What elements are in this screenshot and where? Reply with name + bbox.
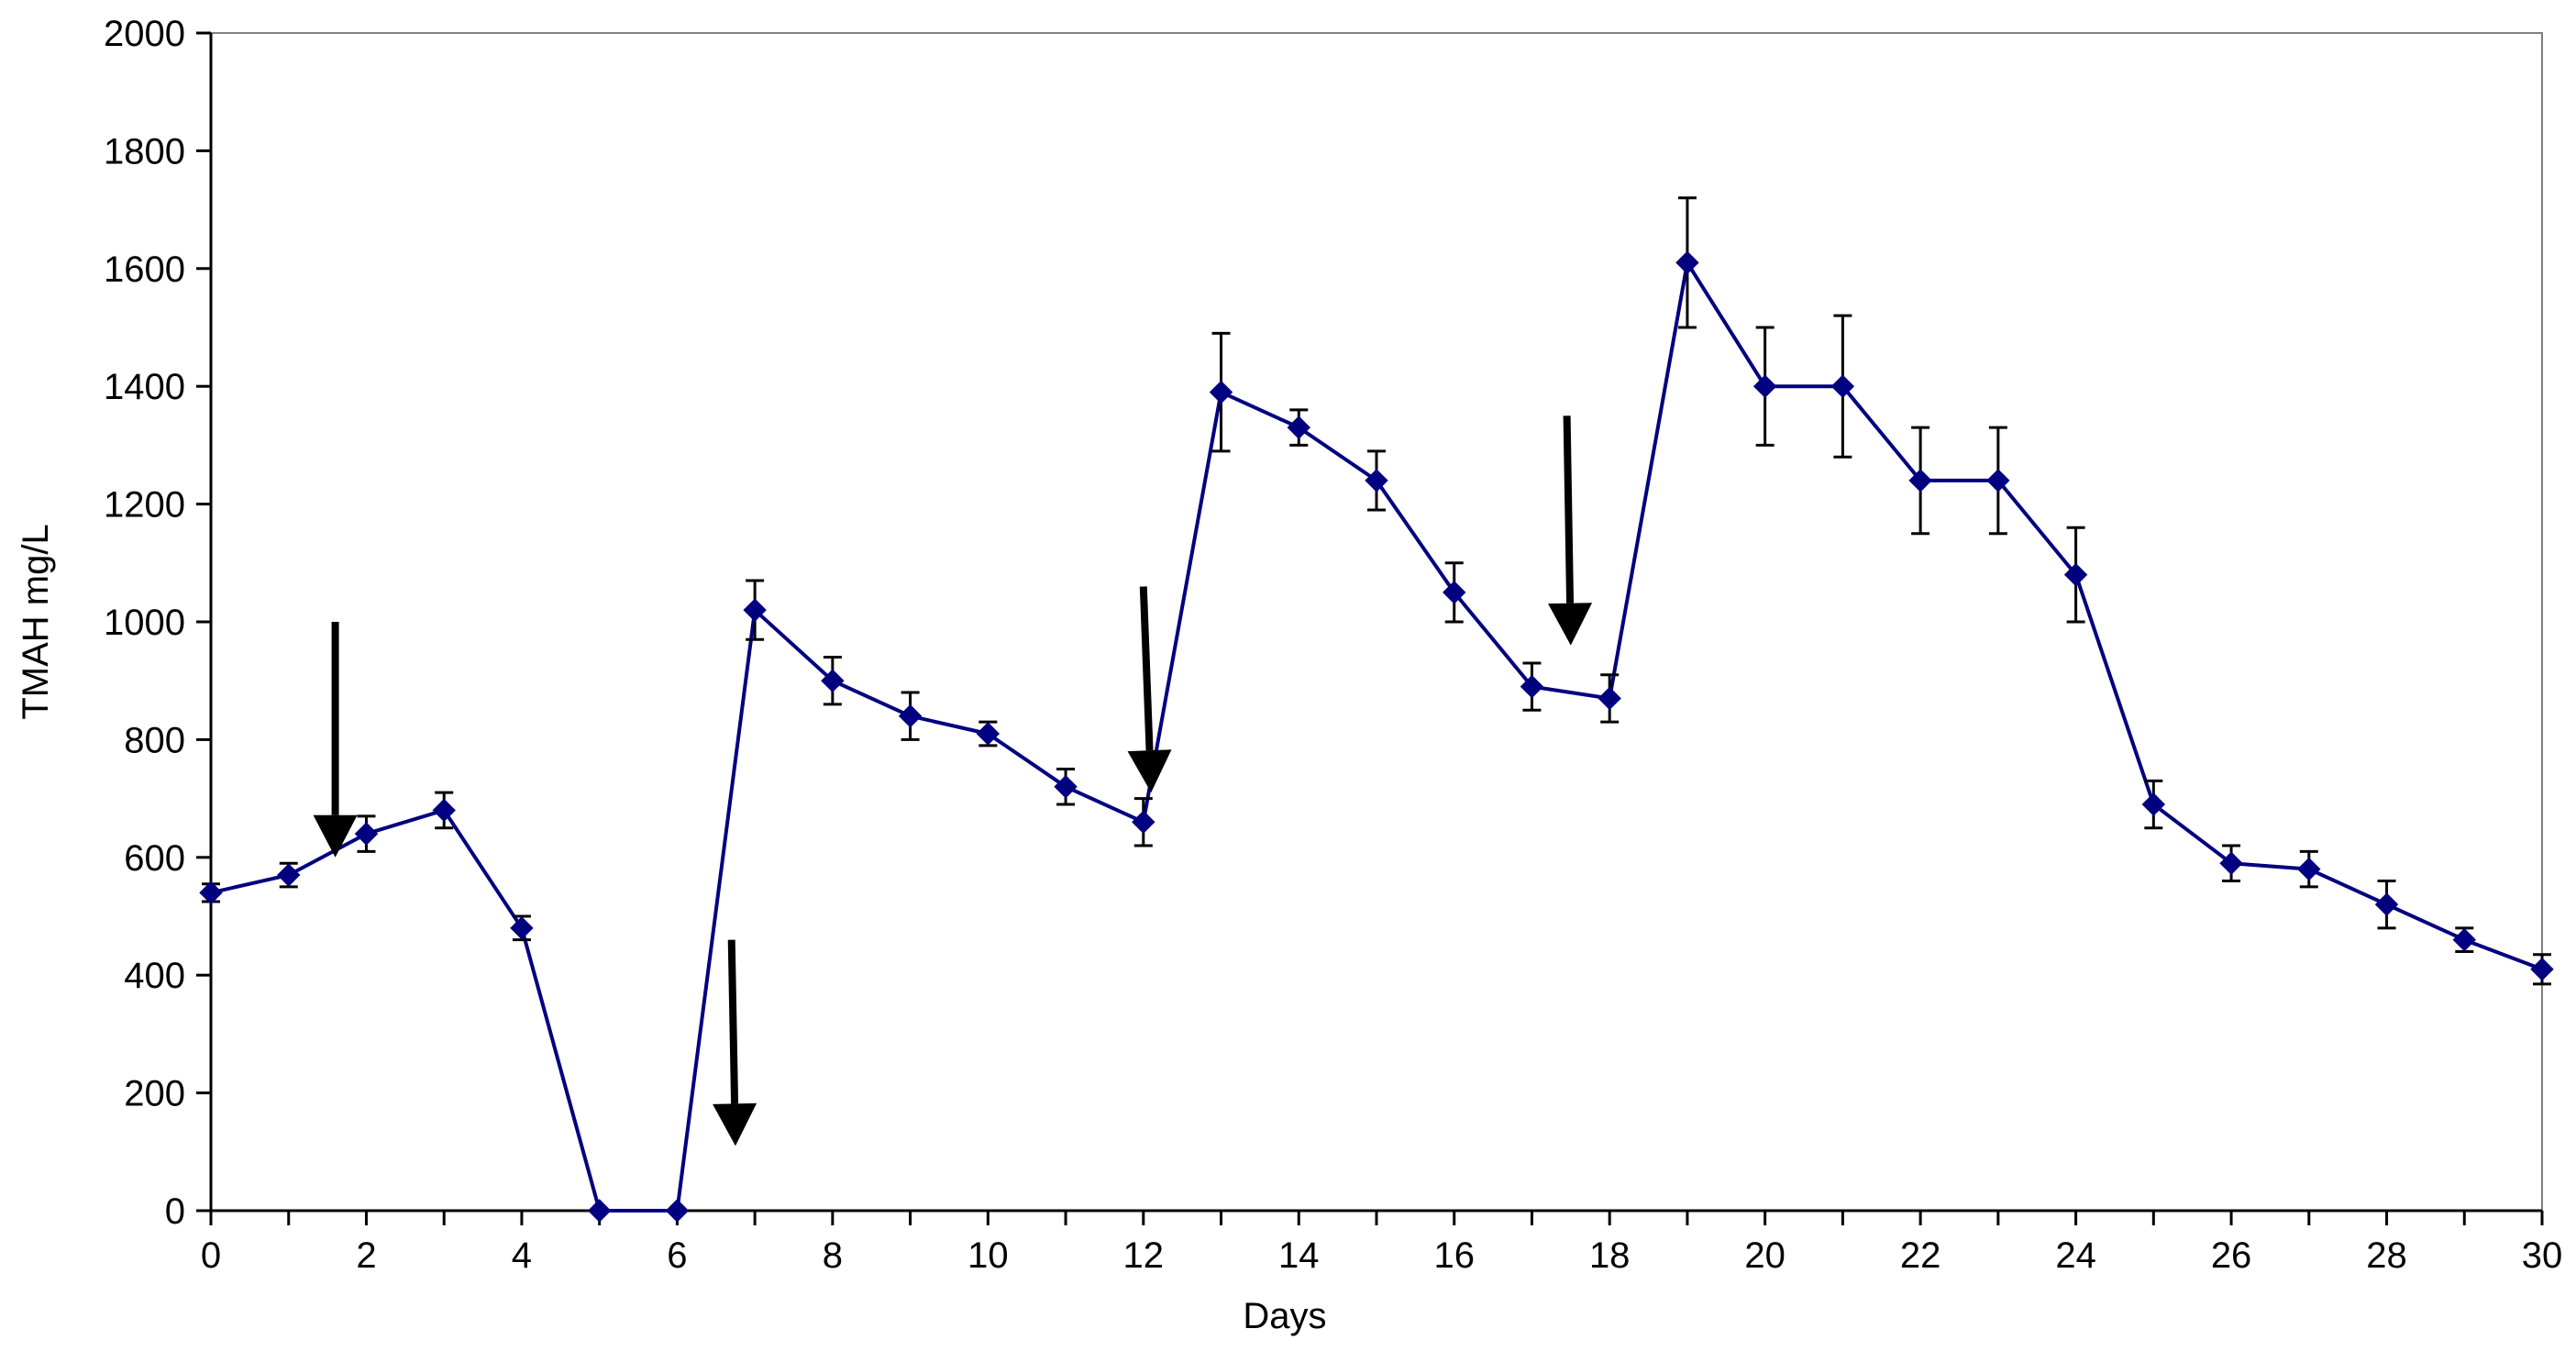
data-point-marker [1209,380,1233,404]
data-point-marker [665,1199,690,1223]
data-point-marker [1287,415,1310,439]
y-tick-label: 1000 [104,603,185,643]
x-tick-label: 28 [2366,1235,2407,1276]
data-point-marker [277,863,301,887]
data-point-marker [1443,581,1466,604]
data-point-marker [587,1199,612,1223]
data-point-marker [432,798,456,823]
data-point-marker [1132,810,1155,834]
annotation-arrow [713,939,757,1146]
x-tick-label: 26 [2211,1235,2252,1276]
y-tick-label: 200 [124,1074,185,1114]
y-tick-label: 1600 [104,249,185,290]
y-tick-label: 1400 [104,367,185,407]
y-tick-label: 400 [124,956,185,996]
annotation-arrow [313,622,358,858]
y-axis-title: TMAH mg/L [16,524,56,719]
x-tick-label: 14 [1278,1235,1320,1276]
data-point-marker [1830,374,1855,398]
annotation-layer [313,415,1593,1146]
data-point-marker [2141,792,2166,816]
data-point-marker [898,704,923,728]
series-layer [199,196,2554,1223]
data-point-marker [1365,469,1388,493]
data-point-marker [2374,892,2399,916]
annotation-arrow [1127,586,1172,793]
data-point-marker [510,916,534,940]
annotation-arrow-head [1127,749,1172,793]
data-point-marker [1520,674,1544,699]
annotation-arrow [1548,415,1593,646]
data-point-marker [1986,469,2010,493]
annotation-arrow-head [313,814,358,858]
x-tick-label: 10 [967,1235,1009,1276]
data-point-marker [2063,562,2088,587]
y-tick-label: 600 [124,838,185,879]
x-tick-label: 0 [201,1235,221,1276]
data-point-marker [1675,250,1699,275]
x-tick-label: 16 [1433,1235,1475,1276]
data-point-marker [2530,958,2554,981]
x-tick-label: 24 [2055,1235,2096,1276]
y-tick-label: 1200 [104,485,185,526]
data-point-marker [976,722,1001,746]
x-tick-label: 12 [1123,1235,1165,1276]
annotation-arrow-shaft [1563,415,1575,604]
data-point-marker [199,880,223,905]
data-point-marker [1752,374,1777,398]
x-tick-label: 30 [2522,1235,2563,1276]
ticks [196,31,2544,1225]
data-point-marker [354,822,379,846]
y-tick-label: 1800 [104,131,185,172]
x-tick-label: 4 [512,1235,532,1276]
x-tick-label: 20 [1744,1235,1786,1276]
x-axis-title: Days [1243,1296,1326,1336]
y-tick-label: 2000 [104,14,185,54]
y-tick-label: 800 [124,720,185,760]
data-point-marker [2452,927,2476,952]
data-point-marker [1908,469,1932,493]
annotation-arrow-shaft [1139,586,1154,751]
x-tick-label: 2 [356,1235,376,1276]
data-point-marker [2297,857,2321,881]
data-point-marker [821,669,845,692]
data-point-marker [743,598,767,622]
data-point-marker [1054,775,1078,799]
x-tick-label: 6 [667,1235,687,1276]
annotation-arrow-head [1548,603,1593,646]
x-tick-label: 22 [1900,1235,1941,1276]
y-tick-label: 0 [165,1191,185,1232]
annotation-arrow-shaft [727,939,739,1104]
data-point-marker [1598,686,1621,711]
x-tick-label: 8 [823,1235,843,1276]
annotation-arrow-head [713,1102,757,1146]
data-point-marker [2219,851,2243,875]
x-tick-label: 18 [1589,1235,1631,1276]
